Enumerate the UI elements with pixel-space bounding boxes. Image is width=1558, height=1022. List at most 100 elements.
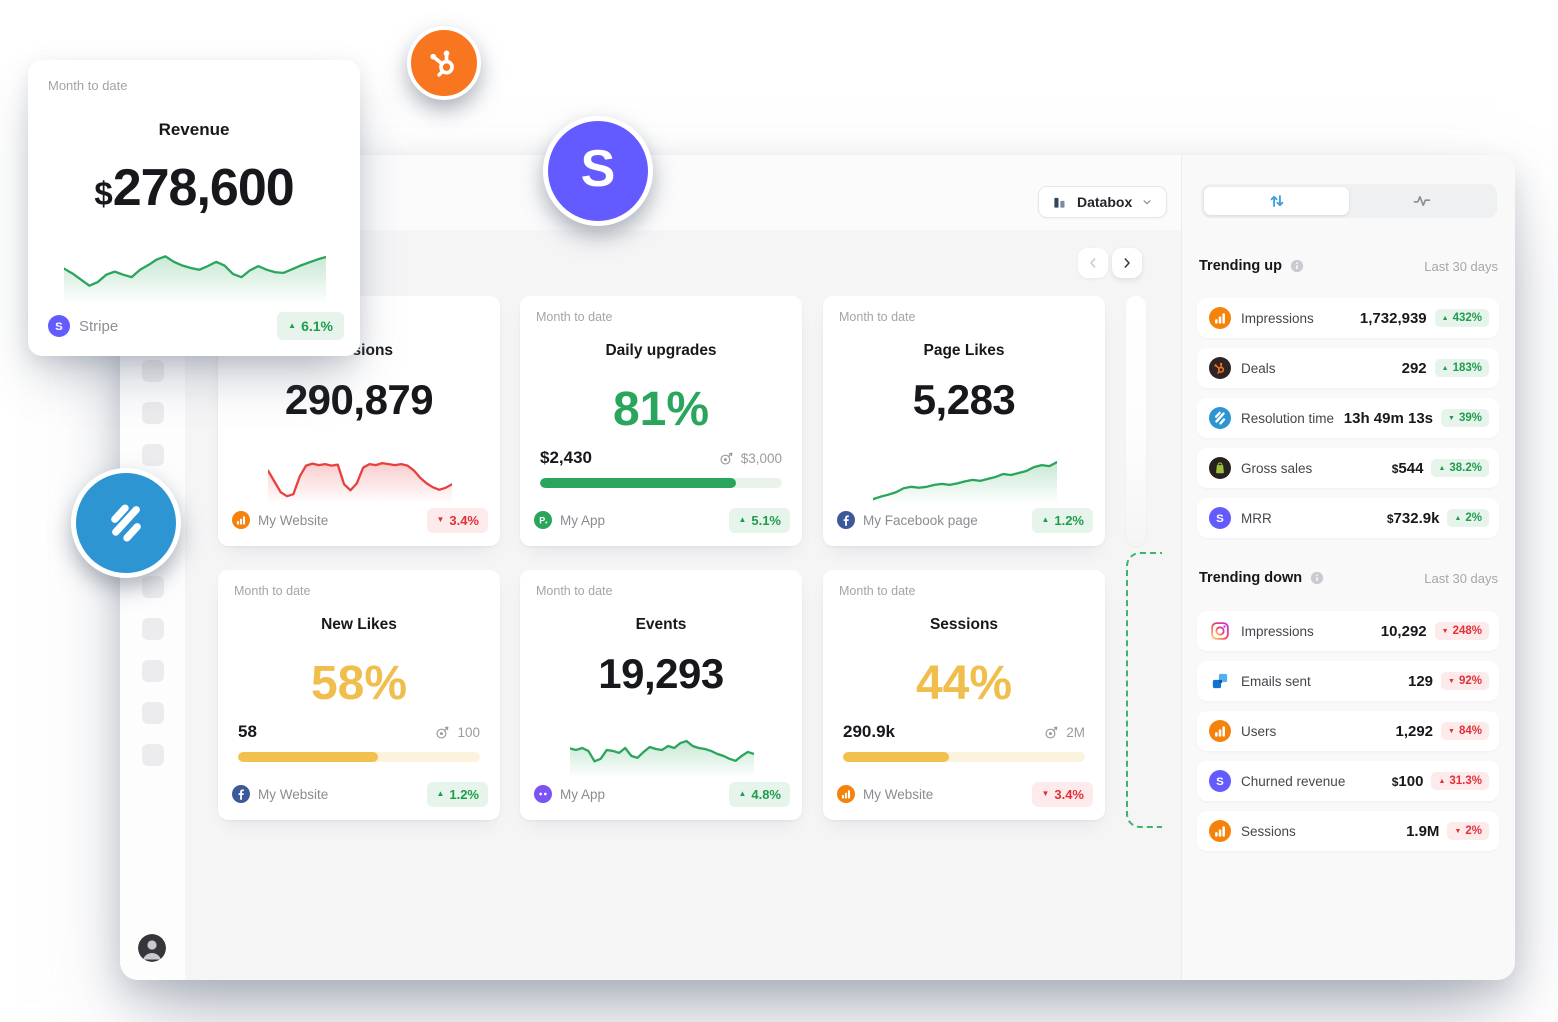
current-value: 290.9k <box>843 722 895 741</box>
trending-item[interactable]: Impressions 10,292 ▼ 248% <box>1197 611 1499 651</box>
metric-label: Impressions <box>1241 623 1314 639</box>
sidebar-item[interactable] <box>142 744 164 766</box>
progress-bar <box>540 478 782 488</box>
change-badge: ▲ 432% <box>1434 309 1489 327</box>
metric-card[interactable]: Month to date Sessions 44% 290.9k 2M My W… <box>823 570 1105 820</box>
floating-revenue-card[interactable]: Month to date Revenue $278,600 S Stripe … <box>28 60 360 356</box>
stripe-icon: S <box>1209 507 1231 529</box>
trending-item[interactable]: Deals 292 ▲ 183% <box>1197 348 1499 388</box>
ga-icon <box>232 511 250 529</box>
trending-item[interactable]: S Churned revenue $100 ▲ 31.3% <box>1197 761 1499 801</box>
section-range: Last 30 days <box>1424 258 1498 274</box>
metric-card[interactable]: Month to date New Likes 58% 58 100 My Web… <box>218 570 500 820</box>
card-period: Month to date <box>234 584 311 598</box>
goal-row: $2,430 $3,000 <box>540 448 782 468</box>
card-percent: 81% <box>612 383 710 436</box>
metric-card[interactable]: Month to date Events 19,293 My App ▲ 4.8% <box>520 570 802 820</box>
section-title: Trending down <box>1199 570 1303 586</box>
hubspot-dark-icon <box>1209 357 1231 379</box>
card-source: My App <box>560 786 606 802</box>
goal-value: 100 <box>457 724 480 740</box>
card-value: $278,600 <box>94 159 294 217</box>
card-source: My Website <box>258 786 329 802</box>
metric-label: Gross sales <box>1241 460 1313 476</box>
card-title: Daily upgrades <box>605 342 717 359</box>
progress-bar <box>238 752 480 762</box>
info-icon[interactable] <box>1290 259 1304 273</box>
sidebar-item[interactable] <box>142 444 164 466</box>
tab-activity[interactable] <box>1349 187 1494 215</box>
sidebar-item[interactable] <box>142 702 164 724</box>
change-badge: ▲ 6.1% <box>277 312 344 340</box>
trending-item[interactable]: S MRR $732.9k ▲ 2% <box>1197 498 1499 538</box>
ga-icon <box>1209 307 1231 329</box>
trending-item[interactable]: Emails sent 129 ▼ 92% <box>1197 661 1499 701</box>
change-badge: ▼ 92% <box>1441 672 1489 690</box>
sidebar-item[interactable] <box>142 660 164 682</box>
next-page-button[interactable] <box>1112 248 1142 278</box>
stripe-icon: S <box>1209 770 1231 792</box>
sidebar-item[interactable] <box>142 618 164 640</box>
metric-value: 1.9M <box>1406 822 1440 840</box>
sparkline-chart <box>570 720 754 778</box>
change-badge: ▲ 2% <box>1447 509 1489 527</box>
sidebar-item[interactable] <box>142 402 164 424</box>
ga-icon <box>1209 820 1231 842</box>
metric-label: Emails sent <box>1241 673 1311 689</box>
goal-target-icon <box>1043 724 1060 741</box>
card-title: Sessions <box>929 616 999 633</box>
trending-item[interactable]: Gross sales $544 ▲ 38.2% <box>1197 448 1499 488</box>
section-range: Last 30 days <box>1424 570 1498 586</box>
card-source: My Facebook page <box>863 512 978 528</box>
card-source: My Website <box>258 512 329 528</box>
change-badge: ▼ 39% <box>1441 409 1489 427</box>
change-badge: ▼ 248% <box>1434 622 1489 640</box>
sparkline-chart <box>268 446 452 504</box>
myapp-green-icon: P <box>534 511 552 529</box>
change-badge: ▼ 2% <box>1447 822 1489 840</box>
metric-card[interactable]: Month to date Page Likes 5,283 My Faceboo… <box>823 296 1105 546</box>
chevron-down-icon <box>1140 195 1154 209</box>
card-dropzone <box>1126 552 1162 834</box>
change-badge: ▼ 3.4% <box>1032 781 1093 807</box>
trending-item[interactable]: Sessions 1.9M ▼ 2% <box>1197 811 1499 851</box>
metric-value: 10,292 <box>1380 622 1427 640</box>
card-period: Month to date <box>839 584 916 598</box>
stripe-icon: S <box>48 315 70 337</box>
section-header: Trending up Last 30 days <box>1199 258 1498 274</box>
metric-value: $100 <box>1391 772 1424 790</box>
trending-item[interactable]: Resolution time 13h 49m 13s ▼ 39% <box>1197 398 1499 438</box>
change-badge: ▲ 1.2% <box>1032 507 1093 533</box>
metric-value: $732.9k <box>1386 509 1440 527</box>
trending-item[interactable]: Users 1,292 ▼ 84% <box>1197 711 1499 751</box>
metric-label: Sessions <box>1241 823 1296 839</box>
card-value: 19,293 <box>598 650 724 697</box>
card-footer: My Facebook page ▲ 1.2% <box>837 506 1093 534</box>
metric-label: Resolution time <box>1241 410 1335 426</box>
metric-label: Deals <box>1241 360 1276 376</box>
databox-dropdown[interactable]: Databox <box>1038 186 1168 218</box>
trending-item[interactable]: Impressions 1,732,939 ▲ 432% <box>1197 298 1499 338</box>
card-percent: 58% <box>310 657 408 710</box>
metric-value: 1,732,939 <box>1359 309 1427 327</box>
card-title: Events <box>635 616 687 633</box>
chevron-right-icon <box>1119 255 1135 271</box>
metric-value: 13h 49m 13s <box>1343 409 1434 427</box>
helpscout-icon <box>1209 407 1231 429</box>
avatar[interactable] <box>138 934 166 962</box>
metric-card[interactable]: Month to date Daily upgrades 81% $2,430 $… <box>520 296 802 546</box>
goal-row: 290.9k 2M <box>843 722 1085 742</box>
card-source: My Website <box>863 786 934 802</box>
card-footer: My App ▲ 4.8% <box>534 780 790 808</box>
prev-page-button[interactable] <box>1078 248 1108 278</box>
section-header: Trending down Last 30 days <box>1199 570 1498 586</box>
sidebar-item[interactable] <box>142 360 164 382</box>
sidebar-item[interactable] <box>142 576 164 598</box>
stripe-logo-icon: S <box>543 116 653 226</box>
sparkline-chart <box>873 446 1057 504</box>
tab-trending[interactable] <box>1204 187 1349 215</box>
change-badge: ▲ 38.2% <box>1431 459 1489 477</box>
card-title: New Likes <box>321 616 397 633</box>
info-icon[interactable] <box>1310 571 1324 585</box>
